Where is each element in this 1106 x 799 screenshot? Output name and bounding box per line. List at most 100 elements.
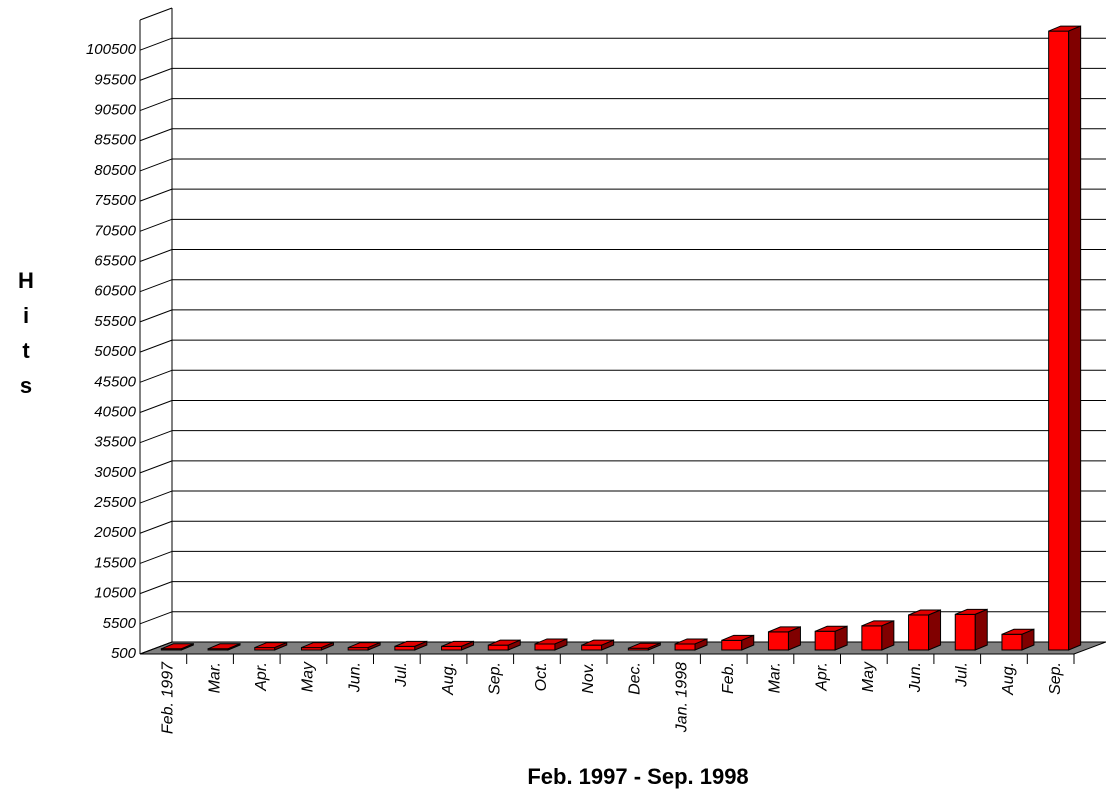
x-tick-label: Jun. bbox=[346, 662, 363, 693]
wall-grid-line bbox=[139, 550, 173, 564]
wall-grid-line bbox=[139, 67, 173, 81]
wall-grid-line bbox=[139, 581, 173, 595]
wall-grid-line bbox=[139, 128, 173, 142]
bar-side bbox=[787, 626, 801, 651]
bar bbox=[954, 613, 976, 651]
wall-grid-line bbox=[139, 98, 173, 112]
bar bbox=[581, 644, 603, 651]
x-tick-label: Mar. bbox=[767, 662, 784, 693]
x-tick-label: Dec. bbox=[627, 662, 644, 695]
y-tick-label: 45500 bbox=[94, 373, 136, 390]
wall-grid-line bbox=[139, 158, 173, 172]
bar bbox=[1001, 633, 1023, 651]
y-tick-label: 95500 bbox=[94, 71, 136, 88]
wall-grid-line bbox=[139, 430, 173, 444]
y-tick-label: 75500 bbox=[94, 192, 136, 209]
bar bbox=[394, 645, 416, 651]
wall-grid-line bbox=[139, 490, 173, 504]
y-tick-label: 70500 bbox=[94, 222, 136, 239]
bar-side bbox=[367, 641, 381, 651]
bar-side bbox=[647, 642, 661, 651]
x-tick-label: May bbox=[300, 661, 317, 692]
x-tick-label: Apr. bbox=[813, 662, 830, 692]
bar bbox=[534, 643, 556, 651]
y-tick-label: 25500 bbox=[93, 494, 136, 511]
y-tick-label: 60500 bbox=[94, 283, 136, 300]
bar-side bbox=[554, 638, 568, 651]
x-tick-label: Aug. bbox=[1000, 662, 1017, 696]
bar-side bbox=[601, 639, 615, 651]
x-tick-label: Jan. 1998 bbox=[673, 662, 690, 733]
y-tick-label: 10500 bbox=[94, 585, 136, 602]
bar-side bbox=[227, 643, 241, 651]
x-axis-label: Feb. 1997 - Sep. 1998 bbox=[527, 764, 748, 789]
y-tick-label: 50500 bbox=[94, 343, 136, 360]
x-tick-label: Feb. 1997 bbox=[160, 661, 177, 734]
y-tick-label: 30500 bbox=[94, 464, 136, 481]
bar-side bbox=[507, 639, 521, 651]
x-tick-label: Nov. bbox=[580, 662, 597, 694]
bar-side bbox=[320, 641, 334, 651]
wall-grid-line bbox=[139, 309, 173, 323]
y-tick-label: 500 bbox=[111, 645, 137, 662]
bar bbox=[721, 639, 743, 651]
x-tick-label: Sep. bbox=[1047, 662, 1064, 695]
wall-grid-line bbox=[139, 460, 173, 474]
x-tick-label: Mar. bbox=[206, 662, 223, 693]
y-tick-label: 40500 bbox=[94, 403, 136, 420]
wall-grid-line bbox=[139, 611, 173, 625]
y-tick-label: 80500 bbox=[94, 162, 136, 179]
wall-grid-line bbox=[139, 188, 173, 202]
x-tick-label: Jul. bbox=[953, 662, 970, 688]
y-tick-label: 55500 bbox=[94, 313, 136, 330]
x-tick-label: Apr. bbox=[253, 662, 270, 692]
bar-side bbox=[834, 625, 848, 651]
wall-grid-line bbox=[139, 641, 173, 655]
bar bbox=[767, 631, 789, 651]
bar-side bbox=[928, 609, 942, 651]
bar bbox=[674, 643, 696, 651]
bar-side bbox=[461, 640, 475, 651]
x-tick-label: Feb. bbox=[720, 662, 737, 694]
wall-grid-line bbox=[139, 520, 173, 534]
bar-side bbox=[694, 638, 708, 651]
wall-grid-line bbox=[139, 218, 173, 232]
y-tick-label: 100500 bbox=[86, 41, 137, 58]
y-tick-label: 5500 bbox=[103, 615, 137, 632]
bar-side bbox=[1021, 628, 1035, 651]
x-tick-label: Sep. bbox=[486, 662, 503, 695]
bar-side bbox=[741, 634, 755, 651]
y-tick-label: 15500 bbox=[94, 554, 136, 571]
bar-side bbox=[881, 620, 895, 651]
y-tick-label: 85500 bbox=[94, 132, 136, 149]
y-tick-label: 35500 bbox=[94, 434, 136, 451]
y-tick-label: 20500 bbox=[93, 524, 136, 541]
bar bbox=[487, 644, 509, 651]
x-tick-label: Aug. bbox=[440, 662, 457, 696]
bar bbox=[814, 630, 836, 651]
wall-grid-line bbox=[139, 37, 173, 51]
wall-grid-line bbox=[139, 279, 173, 293]
left-wall-top bbox=[139, 7, 173, 21]
bar-side bbox=[180, 643, 194, 651]
bar bbox=[441, 645, 463, 651]
x-tick-label: May bbox=[860, 661, 877, 692]
x-tick-label: Jul. bbox=[393, 662, 410, 688]
y-tick-label: 65500 bbox=[94, 252, 136, 269]
wall-grid-line bbox=[139, 339, 173, 353]
bar bbox=[861, 625, 883, 651]
x-tick-label: Oct. bbox=[533, 662, 550, 691]
bar bbox=[908, 614, 930, 651]
wall-grid-line bbox=[139, 400, 173, 413]
bar-side bbox=[274, 641, 288, 651]
bar-side bbox=[1068, 25, 1082, 651]
x-tick-label: Jun. bbox=[907, 662, 924, 693]
bar-side bbox=[414, 640, 428, 651]
y-tick-label: 90500 bbox=[94, 102, 136, 119]
wall-grid-line bbox=[139, 369, 173, 383]
bar-side bbox=[974, 608, 988, 651]
wall-grid-line bbox=[139, 249, 173, 262]
bar bbox=[1048, 30, 1070, 651]
